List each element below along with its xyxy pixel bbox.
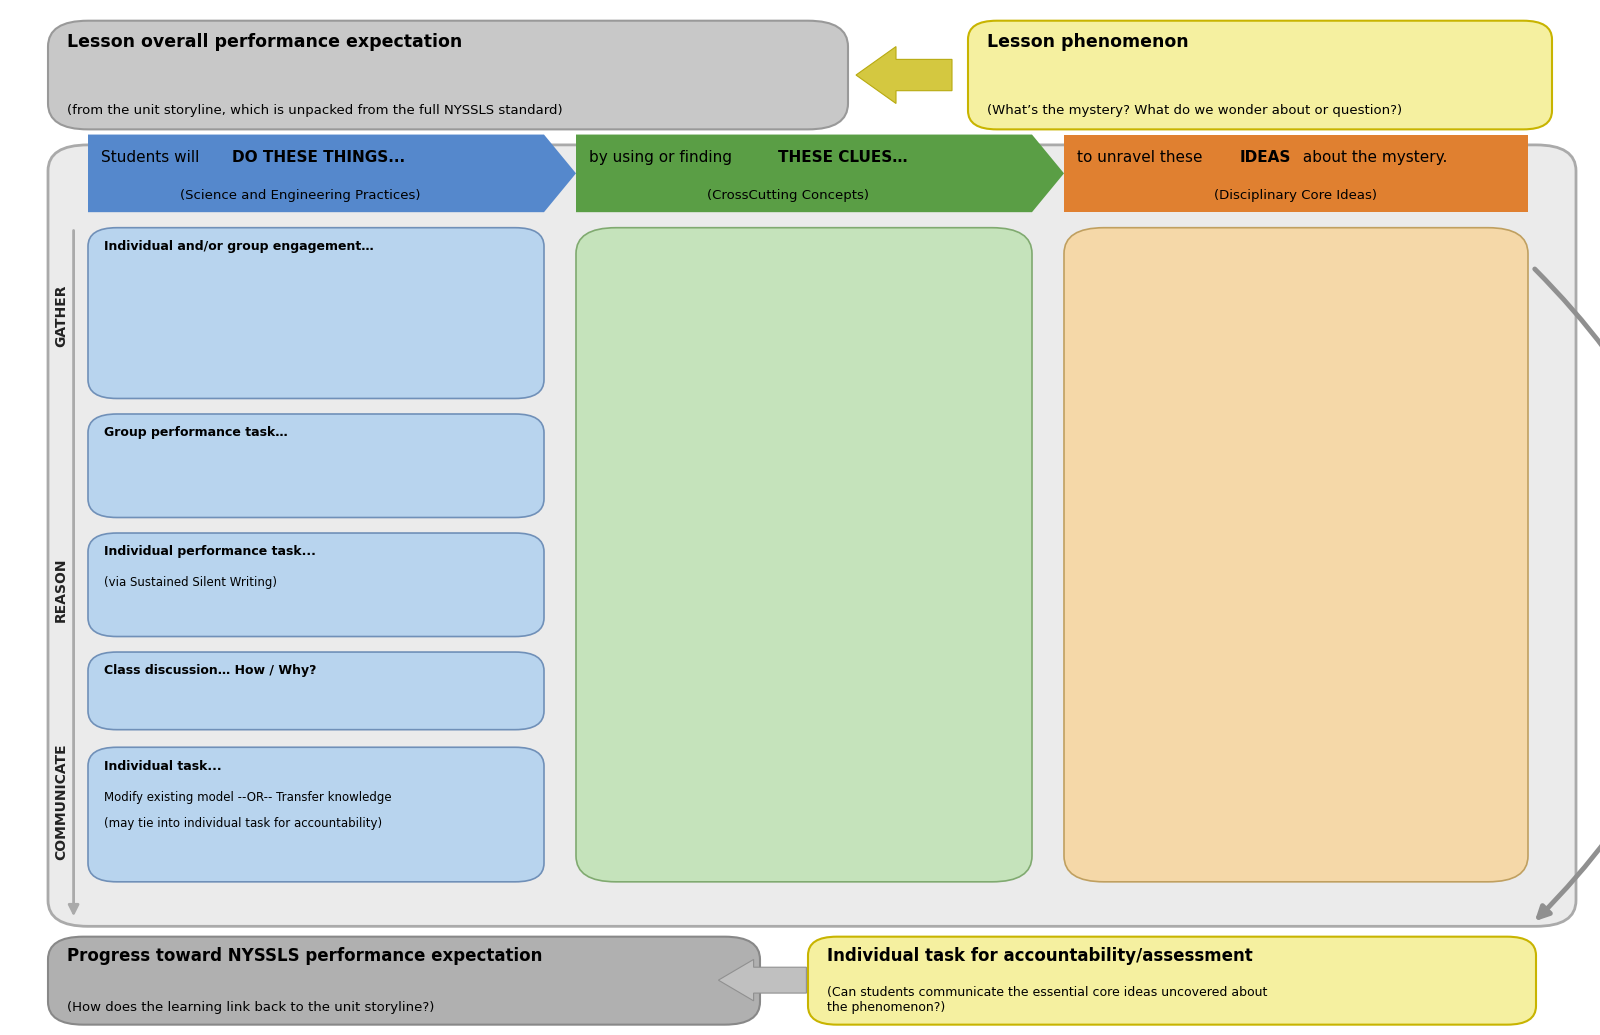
Polygon shape — [88, 135, 576, 212]
Text: Individual and/or group engagement…: Individual and/or group engagement… — [104, 240, 374, 254]
Text: about the mystery.: about the mystery. — [1298, 150, 1446, 166]
FancyBboxPatch shape — [48, 21, 848, 129]
Polygon shape — [576, 135, 1064, 212]
FancyBboxPatch shape — [808, 937, 1536, 1025]
Text: (via Sustained Silent Writing): (via Sustained Silent Writing) — [104, 576, 277, 590]
FancyArrow shape — [856, 47, 952, 104]
FancyBboxPatch shape — [1064, 228, 1528, 882]
Text: (How does the learning link back to the unit storyline?): (How does the learning link back to the … — [67, 1001, 435, 1014]
FancyBboxPatch shape — [48, 937, 760, 1025]
FancyBboxPatch shape — [88, 228, 544, 398]
Text: (from the unit storyline, which is unpacked from the full NYSSLS standard): (from the unit storyline, which is unpac… — [67, 104, 563, 117]
Text: by using or finding: by using or finding — [589, 150, 736, 166]
Text: (CrossCutting Concepts): (CrossCutting Concepts) — [707, 188, 869, 202]
Text: THESE CLUES…: THESE CLUES… — [778, 150, 907, 166]
Text: Individual task for accountability/assessment: Individual task for accountability/asses… — [827, 947, 1253, 965]
Text: IDEAS: IDEAS — [1240, 150, 1291, 166]
Text: Group performance task…: Group performance task… — [104, 426, 288, 440]
FancyBboxPatch shape — [88, 652, 544, 730]
Text: COMMUNICATE: COMMUNICATE — [54, 744, 67, 860]
Text: Lesson phenomenon: Lesson phenomenon — [987, 33, 1189, 51]
Text: (may tie into individual task for accountability): (may tie into individual task for accoun… — [104, 817, 382, 830]
Text: REASON: REASON — [54, 558, 67, 622]
Text: Progress toward NYSSLS performance expectation: Progress toward NYSSLS performance expec… — [67, 947, 542, 965]
Text: Individual performance task...: Individual performance task... — [104, 545, 315, 559]
Text: (What’s the mystery? What do we wonder about or question?): (What’s the mystery? What do we wonder a… — [987, 104, 1402, 117]
Text: Individual task...: Individual task... — [104, 760, 222, 773]
Text: (Can students communicate the essential core ideas uncovered about
the phenomeno: (Can students communicate the essential … — [827, 986, 1267, 1014]
Text: DO THESE THINGS...: DO THESE THINGS... — [232, 150, 405, 166]
Text: Class discussion… How / Why?: Class discussion… How / Why? — [104, 664, 317, 678]
FancyBboxPatch shape — [968, 21, 1552, 129]
Text: to unravel these: to unravel these — [1077, 150, 1206, 166]
Text: GATHER: GATHER — [54, 285, 67, 347]
Bar — [1064, 135, 1528, 212]
Text: Lesson overall performance expectation: Lesson overall performance expectation — [67, 33, 462, 51]
Text: (Science and Engineering Practices): (Science and Engineering Practices) — [179, 188, 421, 202]
Text: Modify existing model --OR-- Transfer knowledge: Modify existing model --OR-- Transfer kn… — [104, 791, 392, 804]
FancyBboxPatch shape — [576, 228, 1032, 882]
FancyBboxPatch shape — [48, 145, 1576, 926]
FancyBboxPatch shape — [88, 747, 544, 882]
FancyBboxPatch shape — [88, 533, 544, 637]
Text: Students will: Students will — [101, 150, 205, 166]
FancyArrow shape — [718, 959, 806, 1001]
Text: (Disciplinary Core Ideas): (Disciplinary Core Ideas) — [1214, 188, 1378, 202]
FancyBboxPatch shape — [88, 414, 544, 518]
